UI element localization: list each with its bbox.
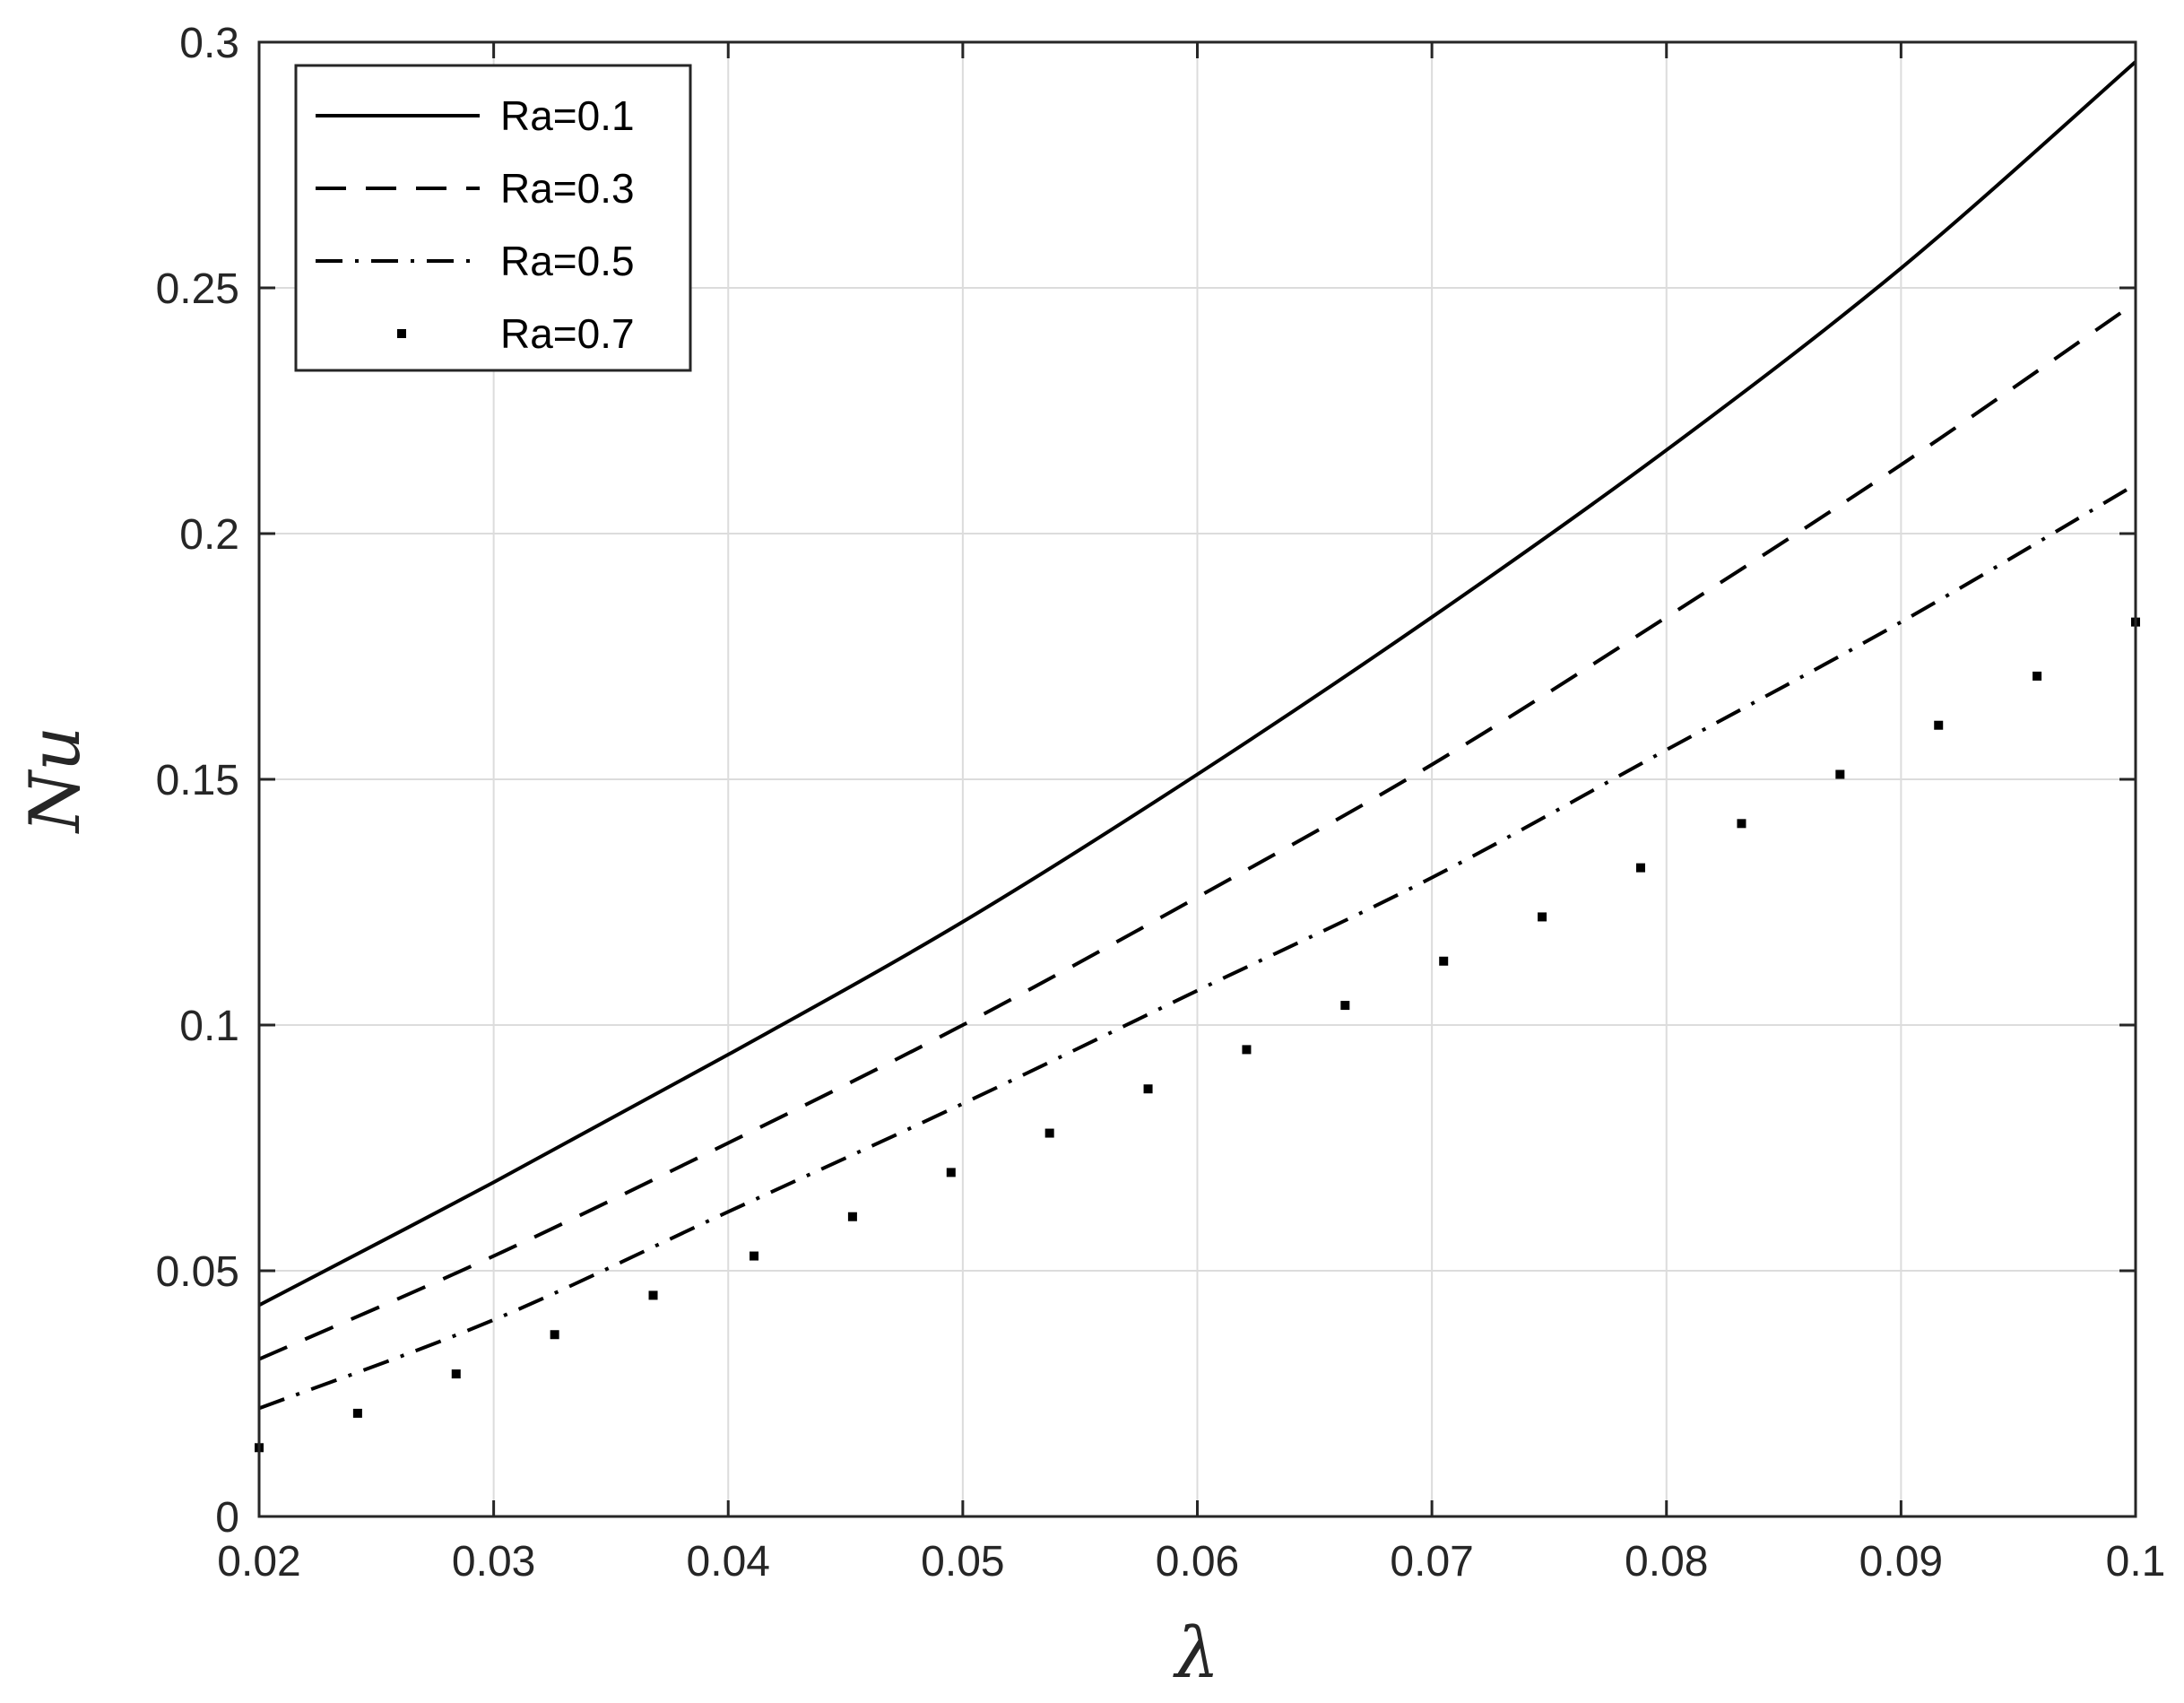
data-point: [648, 1290, 658, 1300]
legend-entry: Ra=0.1: [316, 92, 635, 139]
y-tick-label: 0.25: [156, 265, 239, 313]
legend-entry: Ra=0.5: [316, 238, 635, 284]
data-point: [1340, 1001, 1350, 1011]
y-tick-label: 0.1: [179, 1003, 239, 1050]
legend-entry: Ra=0.3: [316, 165, 635, 212]
x-tick-label: 0.06: [1156, 1538, 1239, 1586]
x-tick-label: 0.09: [1859, 1538, 1943, 1586]
legend-label: Ra=0.5: [500, 238, 635, 284]
y-tick-label: 0.15: [156, 757, 239, 804]
data-point: [1538, 912, 1547, 922]
data-point: [550, 1330, 559, 1340]
x-tick-label: 0.03: [452, 1538, 535, 1586]
y-tick-label: 0.3: [179, 20, 239, 67]
data-point: [1737, 819, 1746, 829]
series-layer: [255, 60, 2140, 1453]
data-point: [1934, 720, 1944, 730]
legend-entry: Ra=0.7: [397, 310, 635, 357]
x-tick-label: 0.07: [1390, 1538, 1473, 1586]
data-point: [1835, 769, 1845, 779]
series-ra-0-7: [255, 617, 2140, 1453]
x-tick-label: 0.1: [2106, 1538, 2166, 1586]
data-point: [352, 1408, 362, 1418]
data-point: [750, 1251, 759, 1261]
legend-label: Ra=0.3: [500, 165, 635, 212]
x-tick-label: 0.05: [921, 1538, 1004, 1586]
data-point: [2032, 671, 2042, 681]
data-point: [451, 1369, 461, 1379]
data-point: [1143, 1084, 1153, 1094]
series-ra-0-5-line: [258, 482, 2137, 1411]
legend-marker: [397, 329, 406, 338]
legend: Ra=0.1 Ra=0.3 Ra=0.5 Ra=0.7: [294, 64, 692, 372]
y-tick-label: 0.05: [156, 1248, 239, 1296]
data-point: [1635, 863, 1645, 873]
y-axis-title: Nu: [15, 726, 96, 835]
y-axis-ticks: 0 0.05 0.1 0.15 0.2 0.25 0.3: [156, 20, 2136, 1542]
x-tick-label: 0.08: [1625, 1538, 1708, 1586]
data-point: [847, 1212, 857, 1221]
legend-label: Ra=0.7: [500, 310, 635, 357]
data-point: [1044, 1128, 1054, 1138]
x-axis-title: λ: [1173, 1613, 1219, 1694]
data-point: [1439, 956, 1449, 966]
series-ra-0-1-line: [258, 60, 2137, 1308]
x-tick-label: 0.02: [217, 1538, 300, 1586]
y-tick-label: 0.2: [179, 511, 239, 559]
y-tick-label: 0: [215, 1494, 239, 1542]
series-ra-0-3-line: [258, 300, 2137, 1361]
legend-label: Ra=0.1: [500, 92, 635, 139]
x-axis-ticks: 0.02 0.03 0.04 0.05 0.06 0.07 0.08 0.09 0.1: [217, 42, 2165, 1586]
x-tick-label: 0.04: [687, 1538, 770, 1586]
data-point: [946, 1168, 956, 1177]
data-point: [1242, 1045, 1252, 1055]
